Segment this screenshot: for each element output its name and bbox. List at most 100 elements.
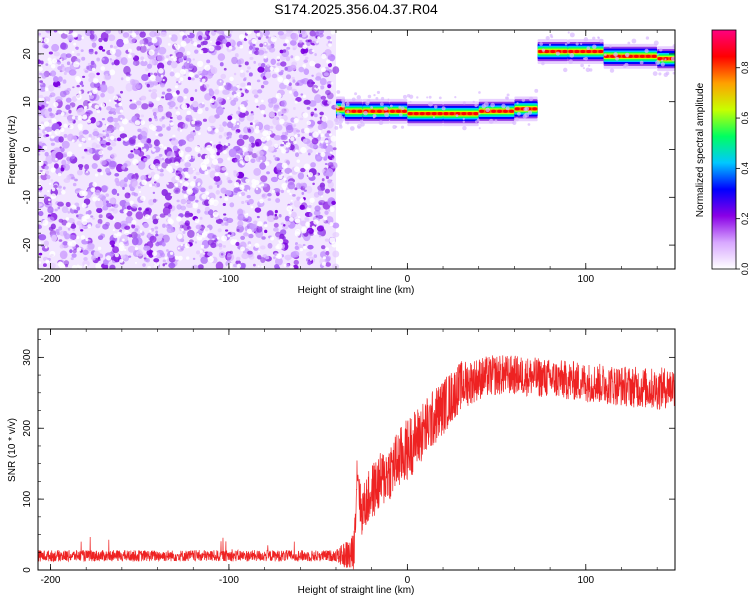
ridge-speckle (517, 111, 521, 116)
noise-gap (180, 40, 187, 47)
ridge-speckle (592, 44, 597, 49)
noise-speckle (128, 255, 132, 258)
noise-gap (302, 94, 307, 99)
noise-gap (294, 134, 298, 138)
noise-gap (118, 245, 125, 252)
noise-speckle (266, 171, 270, 175)
noise-gap (167, 217, 173, 223)
noise-speckle (194, 89, 198, 92)
noise-gap (158, 166, 162, 170)
noise-gap (329, 151, 333, 154)
noise-gap (329, 222, 334, 227)
noise-speckle (90, 60, 95, 65)
noise-speckle (220, 73, 227, 80)
ridge-speckle (527, 110, 533, 115)
noise-gap (156, 97, 160, 101)
ridge-speckle (389, 104, 393, 108)
noise-gap (152, 251, 158, 257)
noise-speckle (306, 106, 311, 110)
noise-speckle (67, 211, 71, 214)
noise-gap (77, 115, 83, 121)
noise-speckle (65, 97, 72, 103)
noise-gap (197, 60, 204, 68)
noise-speckle (127, 153, 135, 159)
noise-gap (38, 66, 43, 72)
noise-gap (328, 43, 332, 47)
noise-speckle (247, 250, 253, 255)
noise-speckle (54, 208, 58, 212)
ridge-peak (544, 49, 550, 54)
noise-speckle (184, 146, 192, 153)
noise-speckle (143, 245, 151, 251)
ridge-speckle (488, 118, 494, 124)
noise-gap (134, 120, 141, 126)
noise-speckle (163, 202, 172, 208)
noise-gap (277, 76, 284, 83)
noise-gap (278, 146, 281, 149)
noise-speckle (87, 62, 91, 66)
ridge-speckle (564, 43, 568, 46)
noise-speckle (61, 206, 69, 214)
noise-gap (47, 189, 50, 193)
ridge-speckle (356, 95, 361, 100)
noise-speckle (40, 60, 44, 65)
noise-speckle (316, 225, 325, 232)
spectrogram-y-tick-label: 10 (22, 96, 33, 108)
noise-speckle (50, 142, 55, 146)
noise-gap (216, 236, 220, 240)
noise-speckle (300, 93, 304, 96)
signal-ridge (334, 31, 675, 131)
spectrogram-x-tick-label: -200 (40, 274, 60, 285)
noise-speckle (248, 147, 254, 153)
noise-gap (201, 102, 205, 105)
ridge-speckle (341, 98, 346, 103)
noise-speckle (273, 155, 276, 158)
noise-speckle (70, 223, 77, 229)
noise-gap (330, 82, 334, 85)
noise-gap (119, 126, 125, 132)
noise-speckle (105, 73, 109, 77)
noise-speckle (143, 222, 149, 229)
noise-gap (87, 119, 92, 124)
noise-gap (133, 99, 137, 103)
noise-speckle (110, 142, 117, 147)
noise-speckle (190, 40, 195, 45)
noise-speckle (292, 194, 296, 197)
noise-speckle (259, 43, 264, 48)
noise-speckle (162, 234, 170, 243)
noise-speckle (166, 249, 169, 252)
noise-gap (48, 131, 52, 135)
noise-speckle (119, 199, 127, 207)
noise-gap (170, 122, 174, 126)
noise-gap (196, 234, 203, 241)
noise-gap (48, 198, 51, 202)
noise-gap (245, 178, 250, 183)
noise-gap (175, 111, 181, 116)
noise-gap (58, 30, 64, 35)
noise-speckle (51, 43, 60, 52)
ridge-speckle (582, 67, 586, 70)
ridge-speckle (336, 90, 341, 94)
noise-speckle (48, 226, 54, 231)
noise-speckle (144, 207, 152, 215)
noise-gap (147, 266, 152, 269)
noise-speckle (162, 223, 166, 228)
spectrogram-x-tick-label: -100 (219, 274, 239, 285)
noise-gap (78, 126, 83, 131)
noise-speckle (193, 175, 197, 180)
ridge-speckle (539, 42, 543, 46)
noise-gap (229, 76, 234, 82)
noise-speckle (121, 165, 126, 170)
noise-gap (92, 78, 99, 84)
noise-gap (197, 108, 203, 115)
noise-speckle (332, 147, 337, 151)
noise-gap (84, 213, 90, 220)
ridge-peak (598, 49, 604, 54)
noise-gap (174, 85, 179, 89)
noise-speckle (285, 74, 292, 80)
noise-speckle (330, 188, 335, 192)
noise-speckle (288, 82, 292, 87)
noise-speckle (303, 99, 311, 105)
noise-speckle (87, 110, 94, 115)
noise-speckle (275, 198, 281, 203)
